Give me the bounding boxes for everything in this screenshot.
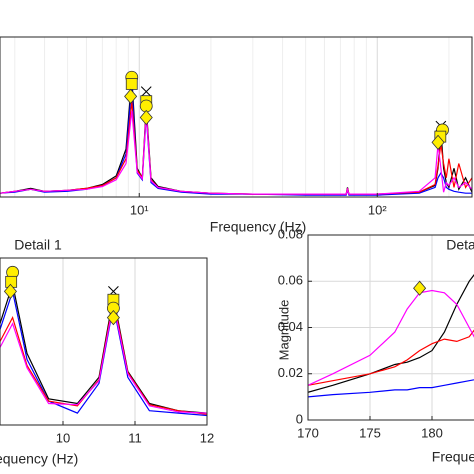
x-tick-label: 10² (368, 202, 387, 217)
series-line (0, 289, 207, 417)
x-axis-label: Frequency (Hz) (432, 449, 474, 465)
y-tick-label: 0 (296, 411, 303, 426)
x-axis-label: Frequency (Hz) (210, 219, 306, 235)
y-tick-label: 0.02 (278, 365, 303, 380)
marker (3, 283, 17, 300)
marker (124, 88, 138, 105)
y-tick-label: 0.06 (278, 273, 303, 288)
marker (431, 134, 445, 151)
series-line (308, 379, 474, 398)
plot-area (0, 258, 207, 425)
marker (413, 280, 427, 296)
marker (139, 109, 153, 126)
marker (106, 310, 120, 326)
marker (140, 86, 152, 97)
axes-box (0, 257, 208, 426)
series-line (0, 303, 207, 414)
x-tick-label: 10¹ (130, 202, 149, 217)
x-tick-label: 170 (297, 425, 319, 440)
y-axis-label: Magnitude (276, 300, 291, 361)
marker (125, 78, 138, 90)
x-axis-label: Frequency (Hz) (0, 451, 78, 467)
plot (308, 235, 474, 420)
plot (0, 37, 472, 197)
chart-title: Detail 2 (446, 237, 474, 253)
series-line (0, 110, 472, 195)
x-tick-label: 175 (359, 425, 381, 440)
axes-box (0, 36, 473, 198)
y-tick-label: 0.04 (278, 319, 303, 334)
plot-area (0, 37, 472, 197)
chart-title: Detail 1 (14, 237, 62, 253)
y-tick-label: 0.08 (278, 226, 303, 241)
x-tick-label: 11 (128, 430, 142, 445)
x-tick-label: 180 (421, 425, 443, 440)
plot (0, 258, 207, 425)
series-line (308, 329, 474, 386)
x-tick-label: 10 (56, 430, 70, 445)
axes-box (307, 234, 474, 421)
x-tick-label: 12 (200, 430, 214, 445)
series-line (308, 289, 474, 386)
